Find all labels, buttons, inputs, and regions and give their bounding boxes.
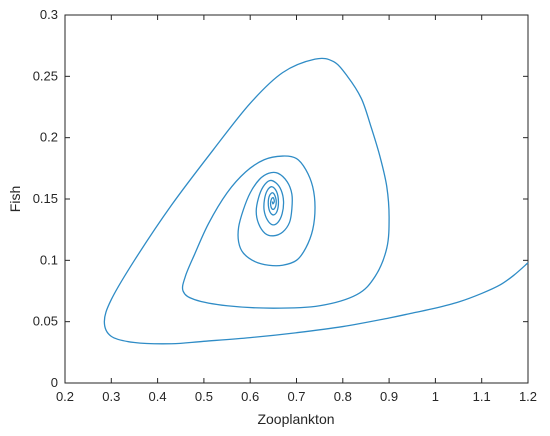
x-tick-label: 1 [432, 389, 439, 404]
y-tick-label: 0.1 [40, 252, 58, 267]
x-axis: 0.2 0.3 0.4 0.5 0.6 0.7 0.8 0.9 1 1.1 1.2 [56, 15, 537, 404]
trajectory-line [103, 57, 529, 345]
y-axis: 0 0.05 0.1 0.15 0.2 0.25 0.3 [33, 7, 528, 390]
x-tick-label: 0.5 [195, 389, 213, 404]
x-tick-label: 0.3 [102, 389, 120, 404]
y-tick-label: 0 [51, 375, 58, 390]
x-tick-label: 1.2 [519, 389, 537, 404]
x-tick-label: 0.7 [287, 389, 305, 404]
y-tick-label: 0.05 [33, 314, 58, 329]
x-tick-label: 0.4 [149, 389, 167, 404]
x-tick-label: 0.9 [380, 389, 398, 404]
x-tick-label: 1.1 [473, 389, 491, 404]
y-tick-label: 0.2 [40, 130, 58, 145]
y-tick-label: 0.25 [33, 68, 58, 83]
x-tick-label: 0.8 [334, 389, 352, 404]
x-tick-label: 0.2 [56, 389, 74, 404]
y-tick-label: 0.3 [40, 7, 58, 22]
plot-area [64, 14, 529, 384]
x-axis-title: Zooplankton [257, 411, 334, 427]
y-tick-label: 0.15 [33, 191, 58, 206]
y-axis-title: Fish [7, 186, 23, 212]
x-tick-label: 0.6 [241, 389, 259, 404]
